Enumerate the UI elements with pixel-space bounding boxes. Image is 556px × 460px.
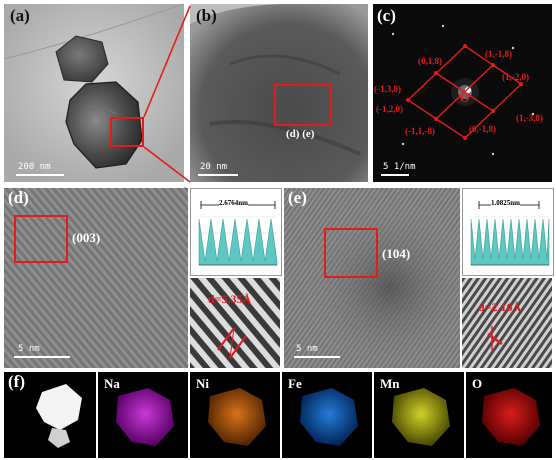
selection-box-a [110,117,144,147]
plane-label: (104) [382,246,411,261]
plane-label: (003) [72,230,101,245]
center-mark: O [460,91,470,105]
profile-distance-label: 1.0825nm [491,199,520,207]
eds-map-mn: Mn [374,372,464,458]
fringe-inset-d: d=5.35Å [190,278,280,368]
panel-label: (e) [288,188,307,207]
haadf-image [36,384,82,448]
panel-c: O (0,1,8) (1,-1,8) (-1,3,8) (1,-2,0) (-1… [373,4,552,182]
filtered-fringes-e [462,278,552,368]
saed-index: (-1,3,8) [374,84,401,94]
scale-bar-label: 5 1/nm [383,162,416,172]
selection-box-b [274,84,332,126]
scale-bar [198,174,238,176]
profile-d: 2.6764nm [190,188,282,276]
panel-label: (a) [10,6,30,25]
panel-label: (b) [196,6,217,25]
scale-bar [381,174,409,176]
saed-index: (1,-3,8) [516,113,543,123]
hrtem-image-d [4,188,188,368]
element-label: Fe [288,376,302,391]
panel-label: (c) [377,6,396,25]
scale-bar-label: 200 nm [18,162,51,172]
saed-index: (0,-1,8) [469,124,496,134]
eds-map-o: O [466,372,552,458]
selection-box-d [14,215,68,263]
panel-f-haadf: (f) [4,372,96,458]
saed-index: (1,-1,8) [485,49,512,59]
selection-box-e [324,228,378,278]
saed-index: (1,-2,0) [502,72,529,82]
tem-image-a [4,4,184,182]
panel-d: (003) (d) 5 nm [4,188,188,368]
saed-index: (-1,2,0) [376,104,403,114]
saed-index: (-1,1,-8) [405,126,435,136]
scale-bar [16,174,64,176]
scale-bar-label: 5 nm [296,344,318,354]
panel-a: (a) 200 nm [4,4,184,182]
scale-bar [14,356,70,358]
element-label: Mn [380,376,400,391]
tem-image-b [190,4,368,182]
scale-bar-label: 5 nm [18,344,40,354]
d-spacing-label: d=2.16Å [478,300,522,314]
profile-e: 1.0825nm [462,188,554,276]
scale-bar-label: 20 nm [200,162,228,172]
panel-b: (d) (e) (b) 20 nm [190,4,368,182]
panel-e: (104) (e) 5 nm [284,188,460,368]
eds-map-fe: Fe [282,372,372,458]
d-spacing-label: d=5.35Å [208,292,252,306]
element-label: O [472,376,483,391]
hrtem-image-e [284,188,460,368]
filtered-fringes-d [190,278,280,368]
intensity-profile-e [470,201,550,266]
eds-map-ni: Ni [190,372,280,458]
saed-index: (0,1,8) [418,56,442,66]
profile-distance-label: 2.6764nm [219,199,248,207]
saed-pattern [373,4,552,182]
fringe-inset-e: d=2.16Å [462,278,552,368]
inset-label: (d) (e) [286,128,315,140]
eds-na-map [116,388,174,446]
element-label: Na [104,376,120,391]
eds-fe-map [300,388,358,446]
eds-map-na: Na [98,372,188,458]
eds-o-map [482,388,540,446]
element-label: Ni [196,376,209,391]
intensity-profile-d [198,201,278,266]
scale-bar [294,356,340,358]
eds-mn-map [392,388,450,446]
eds-ni-map [208,388,266,446]
panel-label: (d) [8,188,29,207]
panel-label: (f) [8,372,25,391]
